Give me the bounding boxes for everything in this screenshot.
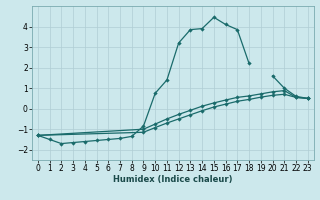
X-axis label: Humidex (Indice chaleur): Humidex (Indice chaleur) [113, 175, 233, 184]
